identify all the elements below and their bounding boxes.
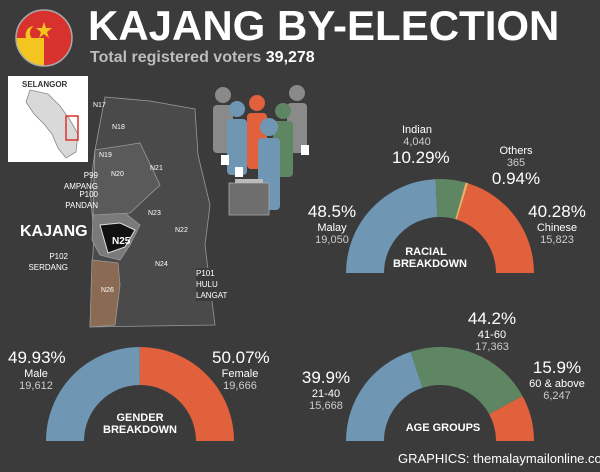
racial-slice-others	[455, 182, 469, 220]
racial-title: RACIAL BREAKDOWN	[393, 246, 467, 270]
district-n17: N17	[93, 102, 106, 109]
district-n26: N26	[101, 287, 114, 294]
gender-slice-male	[46, 347, 140, 441]
seat-p101: P101 HULU LANGAT	[196, 268, 234, 301]
selangor-flag-icon	[15, 9, 73, 67]
age-slice-41-60	[410, 347, 523, 415]
registered-voters: Total registered voters 39,278	[90, 49, 315, 67]
label-malay: 48.5% Malay 19,050	[307, 202, 357, 246]
kajang-district-map	[89, 96, 216, 328]
district-n21: N21	[150, 165, 163, 172]
racial-slice-malay	[346, 179, 438, 273]
racial-title-box	[394, 241, 486, 273]
voters-value: 39,278	[265, 49, 315, 66]
seat-p99: P99 AMPANG	[63, 171, 98, 191]
seat-p102: P102 SERDANG	[28, 252, 68, 272]
label-age-21-40: 39.9% 21-40 15,668	[301, 368, 351, 412]
racial-slice-indian	[435, 179, 466, 220]
age-slice-60-above	[489, 395, 534, 441]
seat-p100: P100 PANDAN	[65, 190, 98, 210]
district-n22: N22	[175, 227, 188, 234]
age-title: AGE GROUPS	[405, 422, 481, 434]
gender-title: GENDER BREAKDOWN	[103, 412, 177, 436]
district-n19: N19	[99, 152, 112, 159]
kajang-label: KAJANG	[20, 223, 88, 240]
age-slice-21-40	[346, 351, 423, 441]
racial-slice-chinese	[456, 183, 534, 273]
label-age-41-60: 44.2% 41-60 17,363	[467, 309, 517, 353]
selangor-outline	[25, 89, 79, 159]
inset-state-label: SELANGOR	[22, 80, 68, 89]
gender-title-box	[94, 409, 186, 441]
selangor-inset-map: SELANGOR	[8, 76, 88, 162]
voters-label: Total registered voters	[90, 49, 262, 66]
label-others: Others 365 0.94%	[491, 145, 541, 188]
district-n25: N25	[112, 236, 131, 247]
label-age-60-above: 15.9% 60 & above 6,247	[529, 358, 585, 402]
label-female: 50.07% Female 19,666	[212, 348, 270, 392]
district-n18: N18	[112, 124, 125, 131]
age-title-box	[394, 409, 486, 441]
label-chinese: 40.28% Chinese 15,823	[528, 202, 586, 246]
label-male: 49.93% Male 19,612	[8, 348, 66, 392]
label-indian: Indian 4,040 10.29%	[392, 124, 450, 167]
district-n24: N24	[155, 261, 168, 268]
graphics-credit: GRAPHICS: themalaymailonline.com	[398, 451, 600, 466]
voters-illustration	[213, 85, 309, 216]
district-n20: N20	[111, 171, 124, 178]
gender-slice-female	[139, 347, 234, 441]
page-title: KAJANG BY-ELECTION	[88, 2, 560, 49]
district-n23: N23	[148, 210, 161, 217]
